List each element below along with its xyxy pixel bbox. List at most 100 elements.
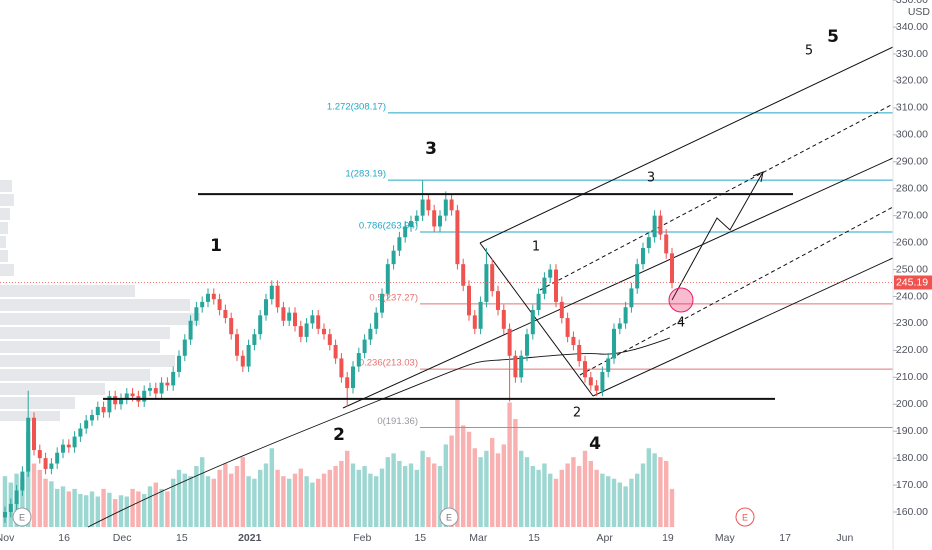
volume-bar — [629, 478, 634, 527]
candle-body — [478, 301, 483, 329]
volume-bar — [124, 496, 129, 527]
volume-bar — [658, 457, 663, 527]
candle-body — [600, 371, 605, 391]
candle-body — [124, 393, 129, 399]
volume-bar — [391, 453, 396, 527]
x-tick-label: 17 — [779, 532, 791, 544]
x-tick-label: 15 — [176, 532, 188, 544]
x-tick-label: 2021 — [238, 532, 262, 544]
volume-bar — [362, 466, 367, 527]
volume-bar — [95, 496, 100, 527]
y-tick-label: 160.00 — [896, 506, 928, 518]
volume-bar — [339, 460, 344, 527]
candle-body — [310, 315, 315, 324]
x-tick-label: Nov — [0, 532, 15, 544]
volume-bar — [228, 473, 234, 527]
candle-body — [542, 277, 547, 294]
candle-body — [519, 355, 524, 378]
candle-body — [84, 420, 89, 429]
candle-body — [646, 237, 651, 248]
wave-label: 3 — [425, 139, 437, 159]
x-tick-label: Feb — [353, 532, 371, 544]
volume-profile — [0, 180, 200, 421]
fib-label: 0(191.36) — [377, 416, 418, 427]
event-marker — [439, 507, 459, 527]
volume-bar — [385, 457, 391, 527]
candle-body — [118, 398, 123, 405]
candle-body — [554, 269, 559, 302]
volume-bar — [310, 482, 315, 527]
volume-bar — [565, 463, 570, 527]
volume-bar — [611, 478, 617, 527]
volume-bar — [530, 466, 536, 527]
candle-body — [292, 312, 297, 327]
volume-bar — [484, 450, 489, 527]
volume-bar — [600, 473, 605, 527]
volume-bar — [536, 469, 541, 527]
volume-bar — [223, 463, 228, 527]
candle-body — [72, 436, 77, 448]
candle-body — [37, 450, 42, 459]
volume-bar — [136, 491, 141, 527]
volume-bar — [374, 476, 379, 527]
volume-bar — [588, 460, 594, 527]
volume-bar — [194, 466, 199, 527]
event-label: E — [19, 512, 25, 522]
volume-bar — [582, 450, 588, 527]
volume-layer — [2, 400, 675, 527]
candle-body — [101, 406, 106, 413]
candle-body — [165, 382, 170, 386]
candle-body — [321, 328, 326, 335]
candle-body — [362, 339, 367, 354]
volume-bar — [571, 457, 576, 527]
volume-bar — [234, 466, 240, 527]
candle-body — [60, 444, 65, 453]
volume-bar — [426, 457, 431, 527]
fib-label: 1.272(308.17) — [327, 101, 386, 112]
volume-bar — [263, 463, 269, 527]
volume-bar — [130, 488, 135, 527]
candle-body — [182, 339, 187, 356]
y-tick-label: 330.00 — [896, 48, 928, 60]
candle-body — [385, 264, 390, 294]
y-tick-label: 200.00 — [896, 398, 928, 410]
volume-bar — [495, 453, 501, 527]
wave-label: 2 — [573, 406, 581, 421]
fib-layer: 1.272(308.17) 1(283.19) 0.786(263.94) 0.5(2… — [327, 101, 893, 429]
volume-bar — [594, 469, 599, 527]
volume-bar — [472, 448, 478, 527]
candle-body — [443, 199, 448, 216]
candle-body — [113, 396, 118, 405]
volume-bar — [269, 448, 274, 527]
volume-bar — [478, 457, 483, 527]
volume-bar — [217, 469, 222, 527]
candle-body — [623, 307, 628, 324]
candle-body — [356, 353, 361, 367]
volume-bar — [490, 438, 495, 527]
volume-bar — [669, 488, 675, 527]
y-tick-label: 320.00 — [896, 75, 928, 87]
volume-bar — [652, 453, 657, 527]
candle-body — [316, 315, 321, 329]
y-tick-label: 270.00 — [896, 209, 928, 221]
candle-body — [159, 382, 164, 394]
volume-bar — [403, 466, 408, 527]
volume-bar — [72, 488, 77, 527]
volume-bar — [2, 476, 8, 527]
candle-body — [368, 328, 373, 340]
candle-body — [31, 417, 36, 451]
volume-bar — [646, 448, 652, 527]
y-tick-label: 210.00 — [896, 371, 928, 383]
candle-body — [380, 293, 385, 313]
candle-body — [339, 358, 344, 378]
candle-body — [304, 323, 309, 337]
candle-body — [629, 288, 634, 308]
candle-body — [78, 428, 83, 437]
volume-bar — [20, 478, 25, 527]
currency-label: USD — [908, 6, 931, 18]
wave-label: 4 — [589, 434, 601, 454]
volume-bar — [275, 469, 280, 527]
volume-bar — [37, 469, 42, 527]
candle-body — [635, 264, 640, 289]
